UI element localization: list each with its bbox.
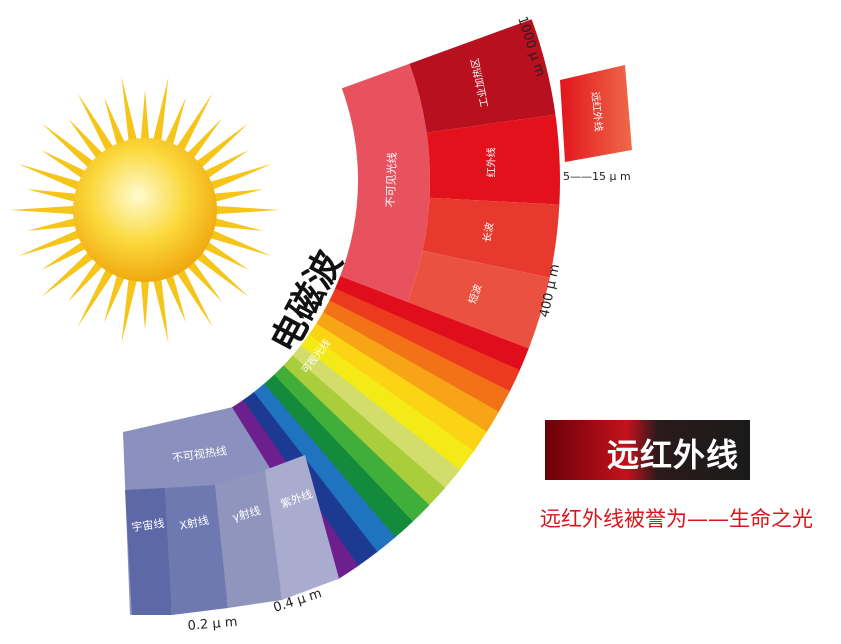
callout-slogan: 远红外线被誉为——生命之光 (540, 507, 813, 531)
sun-ray (183, 256, 223, 302)
scale-label-0.2um: 0.2 μ m (187, 615, 238, 634)
callout-title: 远红外线 (607, 436, 740, 474)
sun-ray (191, 123, 249, 172)
sun-ray (121, 77, 139, 147)
visible-light-band (334, 276, 529, 372)
sun-ray (103, 269, 128, 323)
infrared-segment (409, 19, 556, 133)
sun-ray (67, 118, 107, 164)
sun-ray (173, 93, 213, 157)
sun-ray (121, 273, 139, 343)
invisible-heat-column-label: 宇宙线 (131, 516, 166, 534)
invisible-heat-column (125, 488, 172, 615)
sun-ray (41, 248, 99, 297)
sun-ray (140, 274, 150, 330)
sun-ray (183, 118, 223, 164)
infrared-segment (426, 114, 560, 205)
sun-icon (10, 77, 280, 343)
visible-light-band (273, 365, 430, 523)
sun-ray (103, 97, 128, 151)
sun-ray (198, 150, 249, 182)
sun-disc (73, 138, 217, 282)
far-infrared-callout: 远红外线 (545, 420, 750, 480)
far-infrared-box (560, 65, 632, 162)
sun-ray (18, 163, 86, 193)
sun-ray (140, 90, 150, 146)
sun-ray (77, 263, 117, 327)
sun-ray (209, 205, 280, 215)
far-infrared-box-label: 远红外线 (589, 91, 605, 132)
sun-ray (173, 263, 213, 327)
sun-ray (41, 150, 92, 182)
visible-light-band (329, 288, 520, 393)
visible-light-band (282, 355, 446, 507)
sun-ray (162, 97, 187, 151)
sun-ray (151, 273, 169, 343)
sun-ray (162, 269, 187, 323)
invisible-heat-column (165, 485, 228, 615)
sun-ray (204, 163, 272, 193)
sun-ray (26, 189, 82, 204)
sun-ray (198, 238, 249, 270)
infrared-segment (422, 197, 560, 278)
invisible-heat-column (215, 470, 282, 608)
invisible-heat-column-label: X射线 (178, 513, 210, 533)
sun-ray (151, 77, 169, 147)
visible-light-band (253, 383, 396, 553)
invisible-light-label: 不可见光线 (383, 152, 399, 207)
infrared-segment (407, 250, 550, 349)
sun-ray (208, 216, 264, 231)
visible-light-band (291, 345, 460, 490)
sun-ray (204, 227, 272, 257)
invisible-heat-column (265, 455, 340, 600)
sun-ray (41, 238, 92, 270)
sun-ray (67, 256, 107, 302)
infrared-segment-label: 红外线 (484, 147, 497, 177)
invisible-heat-block (123, 407, 340, 615)
visible-light-band (315, 312, 499, 434)
sun-ray (10, 205, 81, 215)
visible-light-band (300, 334, 474, 472)
visible-light-band (308, 323, 487, 453)
infrared-segment-label: 长波 (480, 221, 496, 243)
visible-light-band (263, 374, 413, 539)
sun-ray (77, 93, 117, 157)
sun-ray (191, 248, 249, 297)
visible-light-band (322, 300, 510, 414)
sun-ray (208, 189, 264, 204)
invisible-light-segment (340, 63, 431, 302)
sun-ray (26, 216, 82, 231)
far-infrared-range: 5——15 μ m (563, 170, 631, 183)
sun-ray (18, 227, 86, 257)
sun-ray (41, 123, 99, 172)
